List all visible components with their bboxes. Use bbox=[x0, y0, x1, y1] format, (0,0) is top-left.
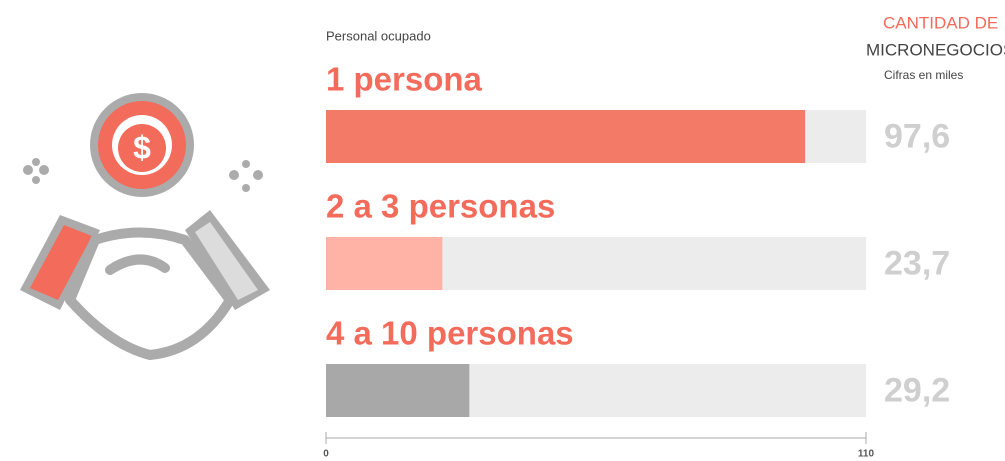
value-label: 23,7 bbox=[884, 244, 950, 282]
category-name: 4 a 10 personas bbox=[326, 315, 574, 352]
page: $ Personal ocupado CANTIDAD DE MICRONEGO… bbox=[0, 0, 1005, 461]
bar bbox=[326, 364, 469, 417]
value-label: 97,6 bbox=[884, 117, 950, 155]
thumb bbox=[110, 259, 165, 270]
category-name: 2 a 3 personas bbox=[326, 188, 555, 225]
note: Cifras en miles bbox=[884, 68, 963, 82]
category-label: Personal ocupado bbox=[326, 28, 431, 43]
bar bbox=[326, 237, 442, 290]
x-tick-label: 0 bbox=[323, 449, 329, 460]
handshake-icon: $ bbox=[20, 93, 270, 355]
value-label: 29,2 bbox=[884, 371, 950, 409]
x-tick-label: 110 bbox=[858, 449, 875, 460]
bar bbox=[326, 110, 805, 163]
title-line: MICRONEGOCIOS bbox=[866, 40, 1005, 59]
category-name: 1 persona bbox=[326, 61, 483, 98]
chart: $ Personal ocupado CANTIDAD DE MICRONEGO… bbox=[0, 0, 1005, 461]
dollar-sign: $ bbox=[133, 129, 151, 165]
title-line: CANTIDAD DE bbox=[883, 13, 998, 32]
